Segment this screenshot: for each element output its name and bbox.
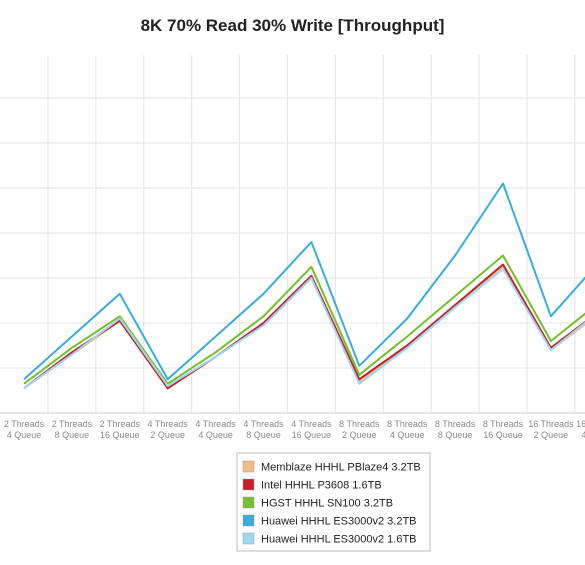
x-tick-label: 2 Threads 8 Queue: [52, 419, 93, 440]
legend-swatch: [242, 514, 255, 527]
x-tick-label: 16 Threads 2 Queue: [528, 419, 574, 440]
chart-title: 8K 70% Read 30% Write [Throughput]: [140, 16, 445, 35]
legend-label: Huawei HHHL ES3000v2 1.6TB: [261, 534, 417, 546]
legend-swatch: [242, 532, 255, 545]
x-tick-label: 8 Threads 8 Queue: [435, 419, 476, 440]
x-tick-label: 8 Threads 16 Queue: [483, 419, 524, 440]
series-line-3: [23, 182, 585, 381]
legend-swatch: [242, 460, 255, 473]
x-tick-labels: 2 Threads 4 Queue 2 Threads 8 Queue 2 Thread…: [4, 419, 585, 440]
legend-label: Memblaze HHHL PBlaze4 3.2TB: [261, 462, 421, 474]
legend-label: HGST HHHL SN100 3.2TB: [261, 498, 393, 510]
legend-box: [236, 452, 431, 552]
legend: Memblaze HHHL PBlaze4 3.2TB Intel HHHL P3…: [236, 452, 431, 552]
x-tick-label: 8 Threads 4 Queue: [387, 419, 428, 440]
legend-label: Huawei HHHL ES3000v2 3.2TB: [261, 516, 417, 528]
series-line-1: [23, 263, 585, 390]
x-tick-label: 8 Threads 2 Queue: [339, 419, 380, 440]
legend-label: Intel HHHL P3608 1.6TB: [261, 480, 382, 492]
legend-swatch: [242, 478, 255, 491]
x-tick-label: 4 Threads 8 Queue: [243, 419, 284, 440]
legend-swatch: [242, 496, 255, 509]
series-line-2: [23, 254, 585, 385]
x-tick-label: 4 Threads 16 Queue: [291, 419, 332, 440]
x-tick-label: 4 Threads 2 Queue: [148, 419, 189, 440]
x-tick-label: 4 Threads 4 Queue: [195, 419, 236, 440]
grid: [0, 55, 585, 414]
x-tick-label: 2 Threads 4 Queue: [4, 419, 45, 440]
series-lines: [23, 182, 585, 390]
x-tick-label: 2 Threads 16 Queue: [100, 419, 141, 440]
series-line-4: [23, 268, 585, 390]
